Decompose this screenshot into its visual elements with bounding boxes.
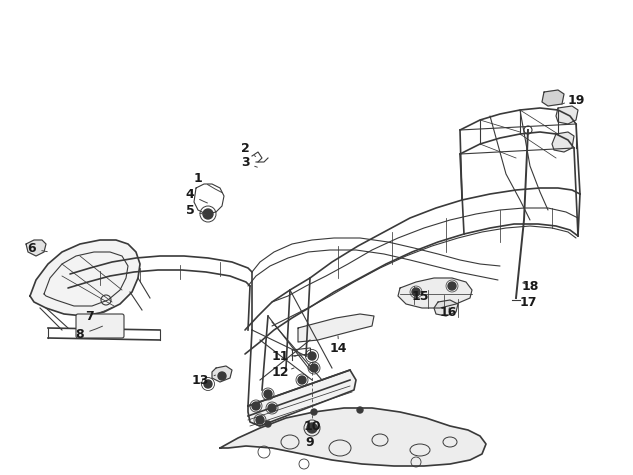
Text: 1: 1 — [194, 171, 222, 193]
Circle shape — [310, 364, 318, 372]
Text: 11: 11 — [272, 350, 296, 362]
Polygon shape — [220, 408, 486, 466]
Circle shape — [448, 282, 456, 290]
Text: 10: 10 — [303, 419, 321, 433]
Polygon shape — [26, 240, 46, 256]
Text: 8: 8 — [76, 326, 103, 341]
Text: 16: 16 — [439, 305, 456, 319]
Polygon shape — [298, 314, 374, 342]
Circle shape — [311, 409, 317, 415]
Text: 15: 15 — [411, 289, 429, 303]
FancyBboxPatch shape — [76, 314, 124, 338]
Circle shape — [268, 404, 276, 412]
Circle shape — [412, 288, 420, 296]
Text: 2: 2 — [241, 142, 256, 156]
Circle shape — [307, 423, 317, 433]
Text: 6: 6 — [28, 241, 47, 255]
Polygon shape — [556, 106, 578, 124]
Circle shape — [308, 352, 316, 360]
Circle shape — [203, 209, 213, 219]
Polygon shape — [248, 370, 356, 426]
Text: 17: 17 — [516, 295, 537, 308]
Polygon shape — [434, 300, 458, 316]
Circle shape — [357, 407, 363, 413]
Text: 13: 13 — [191, 373, 215, 387]
Text: 7: 7 — [85, 307, 113, 323]
Circle shape — [311, 425, 317, 431]
Text: 12: 12 — [272, 365, 294, 379]
Circle shape — [252, 402, 260, 410]
Text: 4: 4 — [185, 188, 208, 203]
Circle shape — [298, 376, 306, 384]
Circle shape — [218, 372, 226, 380]
Polygon shape — [542, 90, 564, 106]
Text: 18: 18 — [522, 279, 539, 293]
Text: 3: 3 — [241, 155, 258, 169]
Polygon shape — [212, 366, 232, 382]
Polygon shape — [30, 240, 140, 316]
Polygon shape — [398, 278, 472, 308]
Text: 14: 14 — [329, 336, 347, 354]
Polygon shape — [552, 132, 574, 152]
Text: 9: 9 — [306, 432, 315, 448]
Circle shape — [204, 380, 212, 388]
Circle shape — [256, 416, 264, 424]
Circle shape — [265, 421, 271, 427]
Text: 5: 5 — [185, 203, 205, 217]
Text: 19: 19 — [562, 94, 585, 106]
Circle shape — [264, 390, 272, 398]
